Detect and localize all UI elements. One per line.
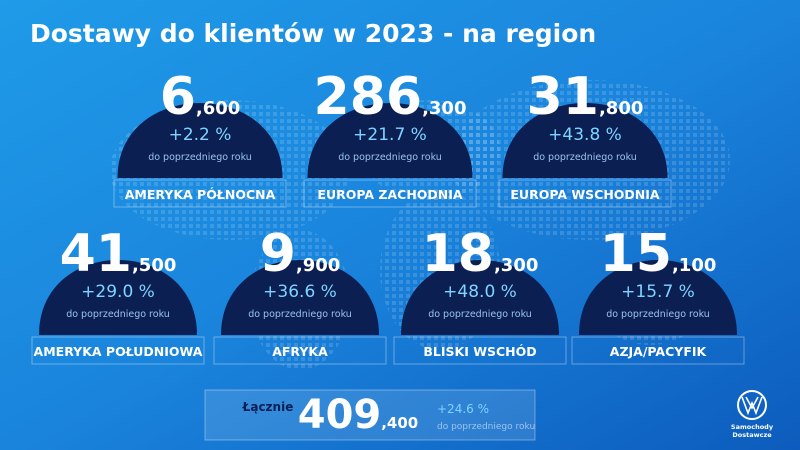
region-label: EUROPA WSCHODNIA [510, 187, 660, 202]
number-big: 9 [260, 224, 296, 284]
region-card: 41,500+29.0 %do poprzedniego rokuAMERYKA… [31, 224, 205, 365]
region-number: 15,100 [600, 224, 717, 284]
logo-text: Dostawcze [732, 431, 772, 439]
label-box [303, 179, 477, 208]
logo-text: Samochody [731, 423, 774, 431]
note: do poprzedniego roku [428, 309, 532, 320]
number-small: ,500 [132, 255, 176, 276]
region-number: 6,600 [160, 67, 241, 127]
change: +2.2 % [169, 125, 232, 145]
change: +29.0 % [81, 282, 155, 302]
note: do poprzedniego roku [66, 309, 170, 320]
region-card: 31,800+43.8 %do poprzedniego rokuEUROPA … [498, 67, 672, 208]
number-small: ,800 [599, 98, 643, 119]
dome [117, 103, 283, 178]
label-box [113, 179, 287, 208]
note: do poprzedniego roku [148, 152, 252, 163]
total-number: 409,400 [298, 392, 419, 438]
dome [579, 260, 737, 335]
total-box [204, 389, 536, 441]
region-number: 286,300 [314, 67, 467, 127]
total-change: +24.6 % [437, 402, 489, 416]
number-big: 15 [600, 224, 672, 284]
dome [502, 103, 668, 178]
number-big: 31 [527, 67, 599, 127]
number-big: 18 [422, 224, 494, 284]
dome [401, 260, 559, 335]
change: +21.7 % [353, 125, 427, 145]
change: +43.8 % [548, 125, 622, 145]
label-box [31, 336, 205, 365]
region-card: 15,100+15.7 %do poprzedniego rokuAZJA/PA… [571, 224, 745, 365]
total-small: ,400 [381, 414, 418, 432]
number-small: ,300 [494, 255, 538, 276]
logo: Samochody Dostawcze [731, 390, 774, 439]
number-big: 286 [314, 67, 423, 127]
change: +48.0 % [443, 282, 517, 302]
change: +36.6 % [263, 282, 337, 302]
label-box [571, 336, 745, 365]
dome [221, 260, 379, 335]
number-small: ,900 [296, 255, 340, 276]
note: do poprzedniego roku [248, 309, 352, 320]
region-label: AFRYKA [272, 344, 328, 359]
total-label: Łącznie [242, 400, 294, 414]
number-big: 6 [160, 67, 196, 127]
total-big: 409 [298, 392, 382, 438]
region-label: AMERYKA PÓŁNOCNA [125, 187, 276, 202]
region-number: 9,900 [260, 224, 341, 284]
region-label: AMERYKA POŁUDNIOWA [34, 344, 203, 359]
label-box [393, 336, 567, 365]
note: do poprzedniego roku [606, 309, 710, 320]
region-label: BLISKI WSCHÓD [423, 344, 536, 359]
note: do poprzedniego roku [533, 152, 637, 163]
title: Dostawy do klientów w 2023 - na region [30, 19, 596, 48]
region-number: 41,500 [60, 224, 177, 284]
region-number: 31,800 [527, 67, 644, 127]
change: +15.7 % [621, 282, 695, 302]
number-big: 41 [60, 224, 132, 284]
region-number: 18,300 [422, 224, 539, 284]
label-box [498, 179, 672, 208]
number-small: ,600 [196, 98, 240, 119]
label-box [213, 336, 387, 365]
total-note: do poprzedniego roku [437, 422, 535, 432]
region-card: 286,300+21.7 %do poprzedniego rokuEUROPA… [303, 67, 477, 208]
dome [39, 260, 197, 335]
number-small: ,100 [672, 255, 716, 276]
region-label: AZJA/PACYFIK [610, 344, 708, 359]
region-card: 18,300+48.0 %do poprzedniego rokuBLISKI … [393, 224, 567, 365]
number-small: ,300 [422, 98, 466, 119]
dome [307, 103, 473, 178]
note: do poprzedniego roku [338, 152, 442, 163]
region-label: EUROPA ZACHODNIA [317, 187, 462, 202]
